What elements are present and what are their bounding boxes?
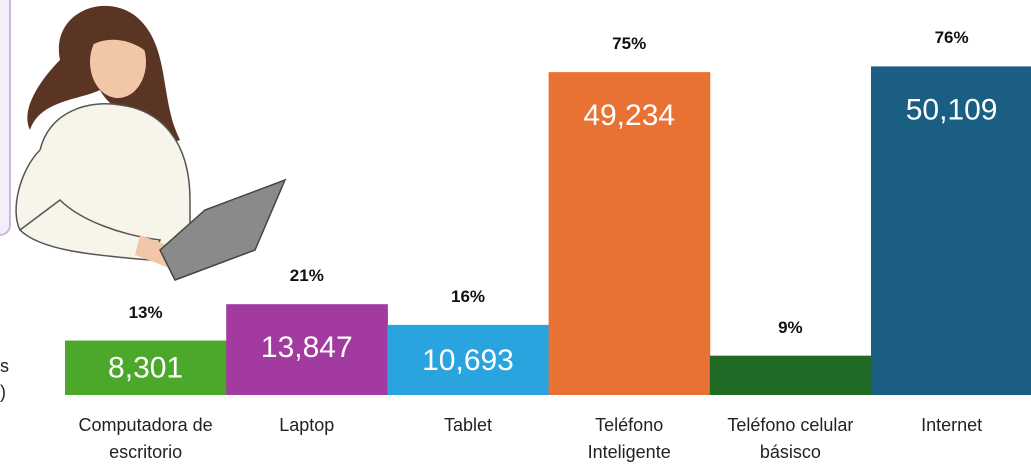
x-tick-label: Teléfono Inteligente — [554, 412, 704, 466]
x-tick-label: Computadora de escritorio — [71, 412, 221, 466]
percentage-label: 21% — [232, 266, 382, 286]
percentage-label: 9% — [715, 318, 865, 338]
x-tick-label: Laptop — [232, 412, 382, 439]
fragment: s — [0, 356, 9, 377]
value-label: 10,693 — [422, 344, 514, 377]
illustration — [16, 6, 285, 280]
x-tick-label: Teléfono celular básisco — [715, 412, 865, 466]
percentage-label: 76% — [877, 28, 1027, 48]
value-label: 50,109 — [906, 93, 998, 126]
value-label: 49,234 — [583, 99, 675, 132]
x-tick-label: Tablet — [393, 412, 543, 439]
percentage-label: 13% — [71, 303, 221, 323]
fragment: ) — [0, 382, 6, 403]
x-tick-label: Internet — [877, 412, 1027, 439]
percentage-label: 16% — [393, 287, 543, 307]
value-label: 13,847 — [261, 331, 353, 364]
value-label: 8,301 — [108, 352, 183, 385]
page: 8,301 13,847 10,693 49,234 50,109 s ) 13% Com… — [0, 0, 1031, 468]
chart: 8,301 13,847 10,693 49,234 50,109 — [0, 0, 1031, 468]
side-card — [0, 0, 10, 235]
percentage-label: 75% — [554, 34, 704, 54]
bar — [710, 356, 872, 395]
